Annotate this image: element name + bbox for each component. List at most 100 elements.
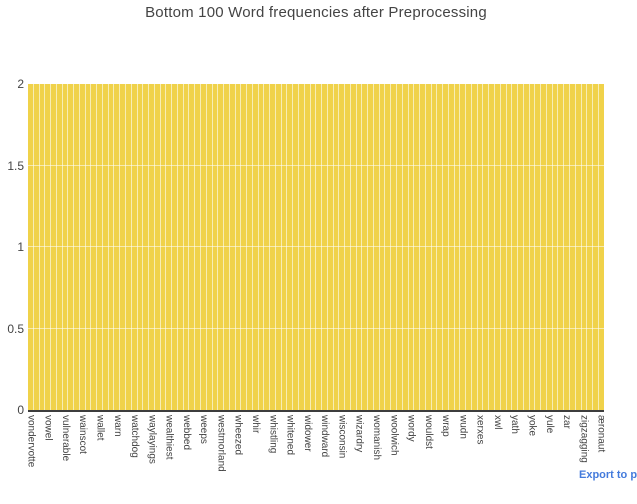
bar <box>443 84 448 410</box>
bar <box>350 84 356 410</box>
bar <box>541 84 546 410</box>
bar <box>85 84 91 410</box>
bar <box>402 84 408 410</box>
bar <box>333 84 339 410</box>
bar <box>137 84 143 410</box>
bar <box>212 84 218 410</box>
bar <box>368 84 373 410</box>
bar <box>252 84 258 410</box>
x-tick-label: vowel <box>42 415 54 441</box>
chart-title: Bottom 100 Word frequencies after Prepro… <box>145 4 487 21</box>
y-tick-label: 1 <box>17 240 24 254</box>
bar <box>316 84 322 410</box>
bar <box>483 84 489 410</box>
bar <box>529 84 535 410</box>
bar <box>546 84 552 410</box>
bar <box>160 84 166 410</box>
bar <box>189 84 195 410</box>
bar <box>373 84 379 410</box>
x-tick-label: womanish <box>371 415 382 461</box>
x-tick-label: whistling <box>267 415 279 454</box>
bar <box>206 84 212 410</box>
bar <box>345 84 350 410</box>
x-tick-label: vondervotte <box>25 415 37 468</box>
bar <box>79 84 85 410</box>
bar <box>569 84 575 410</box>
bar <box>564 84 569 410</box>
bar <box>575 84 581 410</box>
bar <box>298 84 304 410</box>
bar <box>62 84 68 410</box>
x-tick-label: vulnerable <box>59 415 71 462</box>
bar <box>598 84 604 410</box>
x-tick-label: zar <box>561 415 573 429</box>
bar <box>108 84 114 410</box>
bar <box>356 84 362 410</box>
bar <box>558 84 564 410</box>
bar <box>97 84 102 410</box>
bar <box>102 84 108 410</box>
x-tick-label: wizardry <box>353 415 365 453</box>
bar <box>143 84 149 410</box>
gridline <box>28 327 604 329</box>
x-tick-label: watchdog <box>129 415 141 458</box>
y-tick-label: 0.5 <box>7 321 24 336</box>
x-tick-label: weeps <box>198 415 210 444</box>
bar <box>506 84 512 410</box>
y-tick-label: 1.5 <box>7 158 24 173</box>
x-tick-label: webbed <box>180 415 192 451</box>
export-link[interactable]: Export to p <box>579 469 637 481</box>
bar <box>460 84 466 410</box>
x-tick-label: wallet <box>94 415 106 441</box>
bar <box>177 84 183 410</box>
bar <box>500 84 506 410</box>
x-tick-label: yath <box>509 415 521 434</box>
bar <box>581 84 587 410</box>
y-tick-label: 0 <box>17 403 24 417</box>
bar <box>431 84 437 410</box>
bar <box>131 84 137 410</box>
bar <box>39 84 45 410</box>
bar <box>224 84 229 410</box>
bar <box>495 84 500 410</box>
bar <box>448 84 454 410</box>
x-tick-label: windward <box>319 415 331 458</box>
x-tick-label: xwl <box>491 415 503 430</box>
bar <box>552 84 558 410</box>
y-tick-label: 2 <box>17 77 24 91</box>
bar <box>327 84 333 410</box>
x-tick-label: whir <box>250 415 261 434</box>
bar <box>414 84 420 410</box>
bar <box>218 84 224 410</box>
bar <box>362 84 368 410</box>
bar <box>247 84 252 410</box>
bar <box>166 84 172 410</box>
bar <box>120 84 126 410</box>
bar <box>33 84 39 410</box>
x-tick-label: yule <box>543 415 555 434</box>
gridline <box>28 164 604 166</box>
bar <box>51 84 56 410</box>
bar <box>512 84 518 410</box>
bar <box>241 84 247 410</box>
x-tick-label: waylayings <box>146 415 158 464</box>
x-tick-label: wainscot <box>77 415 89 454</box>
bar <box>56 84 62 410</box>
bar <box>172 84 177 410</box>
bar <box>379 84 385 410</box>
bar <box>391 84 396 410</box>
bar <box>293 84 298 410</box>
bar <box>28 84 33 410</box>
x-tick-label: wealthiest <box>163 415 175 460</box>
x-tick-label: wudn <box>457 415 469 439</box>
x-tick-label: westmorland <box>215 415 227 472</box>
bar <box>126 84 131 410</box>
gridline <box>28 246 604 247</box>
bar <box>471 84 477 410</box>
bar <box>310 84 316 410</box>
x-tick-label: wheezed <box>232 415 244 456</box>
bar <box>195 84 200 410</box>
bar <box>154 84 160 410</box>
bar <box>275 84 281 410</box>
